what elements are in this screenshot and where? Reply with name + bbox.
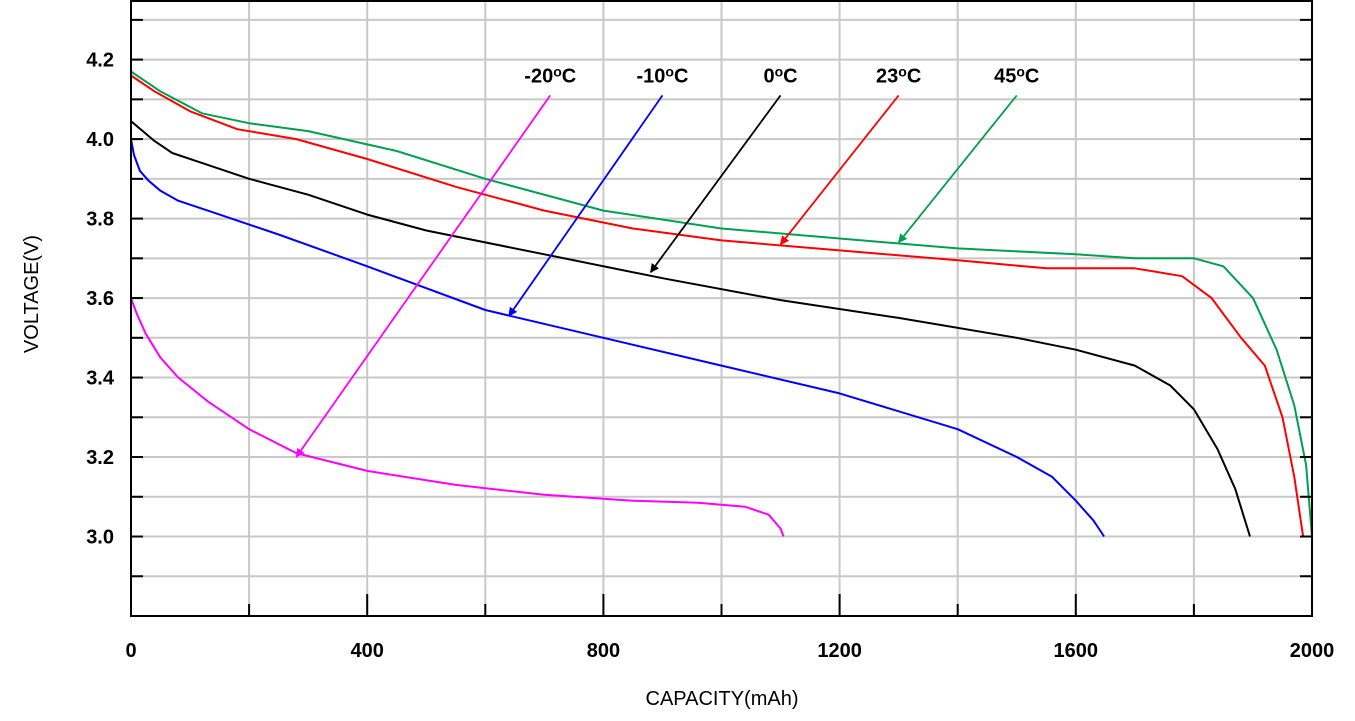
series-line-minus20	[130, 297, 785, 537]
callout-arrow-minus10	[508, 94, 664, 317]
x-tick-label: 1200	[817, 640, 862, 662]
y-tick-label: 3.4	[86, 368, 115, 390]
x-tick-label: 800	[587, 640, 620, 662]
series-line-45	[130, 70, 1313, 537]
series-labels: -20oC -10oC 0oC 23oC 45oC	[524, 63, 1039, 87]
series-label-minus20: -20oC	[524, 63, 576, 87]
y-tick-label: 3.0	[86, 527, 114, 549]
series-line-23	[130, 74, 1305, 537]
y-tick-label: 4.2	[86, 50, 114, 72]
series-line-minus10	[130, 138, 1105, 538]
callout-arrow-23	[779, 94, 900, 246]
series-callout-arrows	[295, 94, 1018, 458]
series-label-0: 0oC	[763, 63, 797, 87]
series-lines	[130, 70, 1313, 538]
callout-arrow-0	[649, 94, 782, 273]
y-tick-label: 3.6	[86, 288, 114, 310]
series-label-23: 23oC	[876, 63, 921, 87]
axes: 0 400 800 1200 1600 2000 3.0 3.2 3.4 3.6 3.8 4.0 4.2	[86, 0, 1335, 662]
y-tick-label: 3.2	[86, 447, 114, 469]
series-label-minus10: -10oC	[636, 63, 688, 87]
x-tick-label: 0	[125, 640, 136, 662]
x-tick-label: 400	[351, 640, 384, 662]
y-tick-label: 4.0	[86, 129, 114, 151]
series-line-0	[130, 120, 1251, 537]
callout-arrow-minus20	[295, 94, 551, 458]
y-tick-label: 3.8	[86, 209, 114, 231]
x-axis-title: CAPACITY(mAh)	[646, 688, 799, 710]
x-tick-label: 2000	[1290, 640, 1335, 662]
x-tick-label: 1600	[1054, 640, 1099, 662]
gridlines	[131, 0, 1312, 616]
series-label-45: 45oC	[994, 63, 1039, 87]
y-axis-title: VOLTAGE(V)	[21, 235, 43, 353]
callout-arrow-45	[897, 94, 1018, 244]
